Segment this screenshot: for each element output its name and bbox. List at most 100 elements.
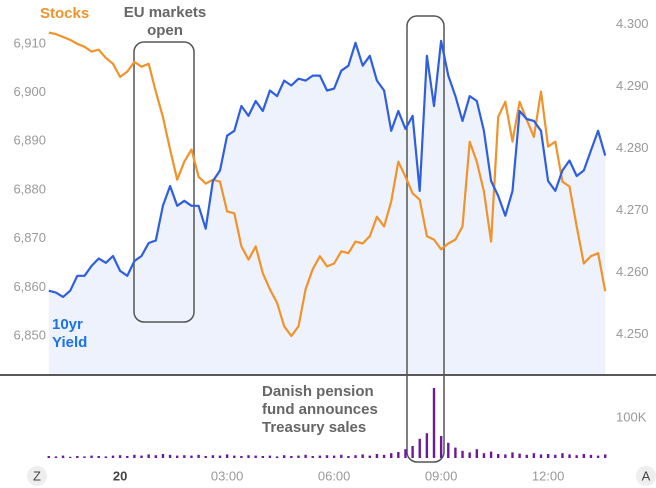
x-tick-label: 12:00 [532,468,565,483]
volume-bar [596,455,600,458]
volume-bar [47,456,50,458]
stocks-label: Stocks [40,5,90,22]
volume-bar [90,455,93,458]
x-tick-label: 06:00 [318,468,351,483]
y-tick-label: 6,870 [13,230,46,245]
volume-bar [546,454,550,458]
volume-bar [425,433,429,458]
nav-button-label[interactable]: Z [33,468,41,483]
volume-bar [282,455,286,458]
volume-bar [68,456,72,458]
nav-button[interactable] [27,466,47,486]
volume-bar [575,455,578,458]
y2-tick-label: 4.250 [616,326,649,341]
volume-bar [382,454,386,458]
volume-bar [247,455,250,458]
volume-bar [218,455,222,458]
volume-bar [111,455,115,458]
volume-bar [133,454,136,458]
y2-tick-label: 4.290 [616,78,649,93]
volume-bar [568,454,571,458]
volume-bar [254,455,257,458]
volume-bar [161,454,165,458]
y2-tick-label: 4.280 [616,140,649,155]
volume-bar [340,454,343,458]
volume-bar [297,455,300,458]
y-tick-label: 6,860 [13,279,46,294]
volume-bar [126,456,129,458]
volume-bar [375,454,379,458]
volume-bar [104,456,108,458]
volume-bar [83,456,86,458]
volume-bar [304,454,307,458]
volume-bar [368,455,372,458]
y2-tick-label: 4.300 [616,16,649,31]
nav-button-label[interactable]: A [642,468,651,483]
volume-bar [518,453,521,458]
volume-bar [61,455,65,458]
volume-bar [275,456,279,458]
area [48,40,606,376]
volume-bar [175,455,179,458]
volume-bar [475,449,479,458]
volume-bar [204,456,207,458]
annotation: Danish pension fund announces Treasury s… [262,383,378,436]
volume-bar [504,454,507,458]
volume-bar [439,436,443,458]
volume-bar [318,455,322,458]
x-tick-label: 20 [113,468,127,483]
line [48,39,607,298]
volume-bar [347,456,350,458]
volume-bar [211,455,215,458]
volume-bar [390,453,393,458]
volume-bar [397,452,400,458]
y2-tick-label: 4.260 [616,264,649,279]
y2-tick-label: 4.270 [616,202,649,217]
volume-bar [418,438,421,458]
volume-tick-label: 100K [616,409,647,424]
line [48,31,607,338]
volume-bar [97,456,100,458]
volume-bar [354,455,357,458]
volume-bar [561,453,564,458]
volume-bar [140,455,143,458]
x-tick-label: 03:00 [211,468,244,483]
y-tick-label: 6,890 [13,133,46,148]
volume-bar [118,455,122,458]
yield-label: 10yr Yield [52,316,88,351]
volume-bar [404,449,407,458]
volume-bar [261,456,264,458]
volume-bar [532,453,536,458]
volume-bar [311,456,314,458]
volume-bar [447,442,450,458]
volume-bar [290,456,293,458]
y-tick-label: 6,850 [13,327,46,342]
volume-bar [76,456,79,458]
volume-bar [539,454,543,458]
volume-bar [554,454,557,458]
volume-bar [154,455,157,458]
volume-bar [525,454,528,458]
volume-bar [54,456,58,458]
volume-bar [489,451,493,458]
nav-button[interactable] [636,466,656,486]
annotation-box [406,15,445,463]
volume-bar [225,454,229,458]
volume-bar [183,455,186,458]
volume-bar [482,453,486,458]
volume-bar [325,455,329,458]
volume-bar [190,455,193,458]
volume-bar [411,446,414,458]
volume-bar [461,450,464,458]
volume-bar [511,452,514,458]
volume-bar [497,454,500,458]
volume-bar [361,454,364,458]
annotation: EU markets open [123,4,207,39]
volume-bar [454,447,457,458]
annotation-box [133,41,195,323]
volume-bar [432,388,436,458]
volume-bar [233,455,236,458]
volume-bar [268,455,272,458]
